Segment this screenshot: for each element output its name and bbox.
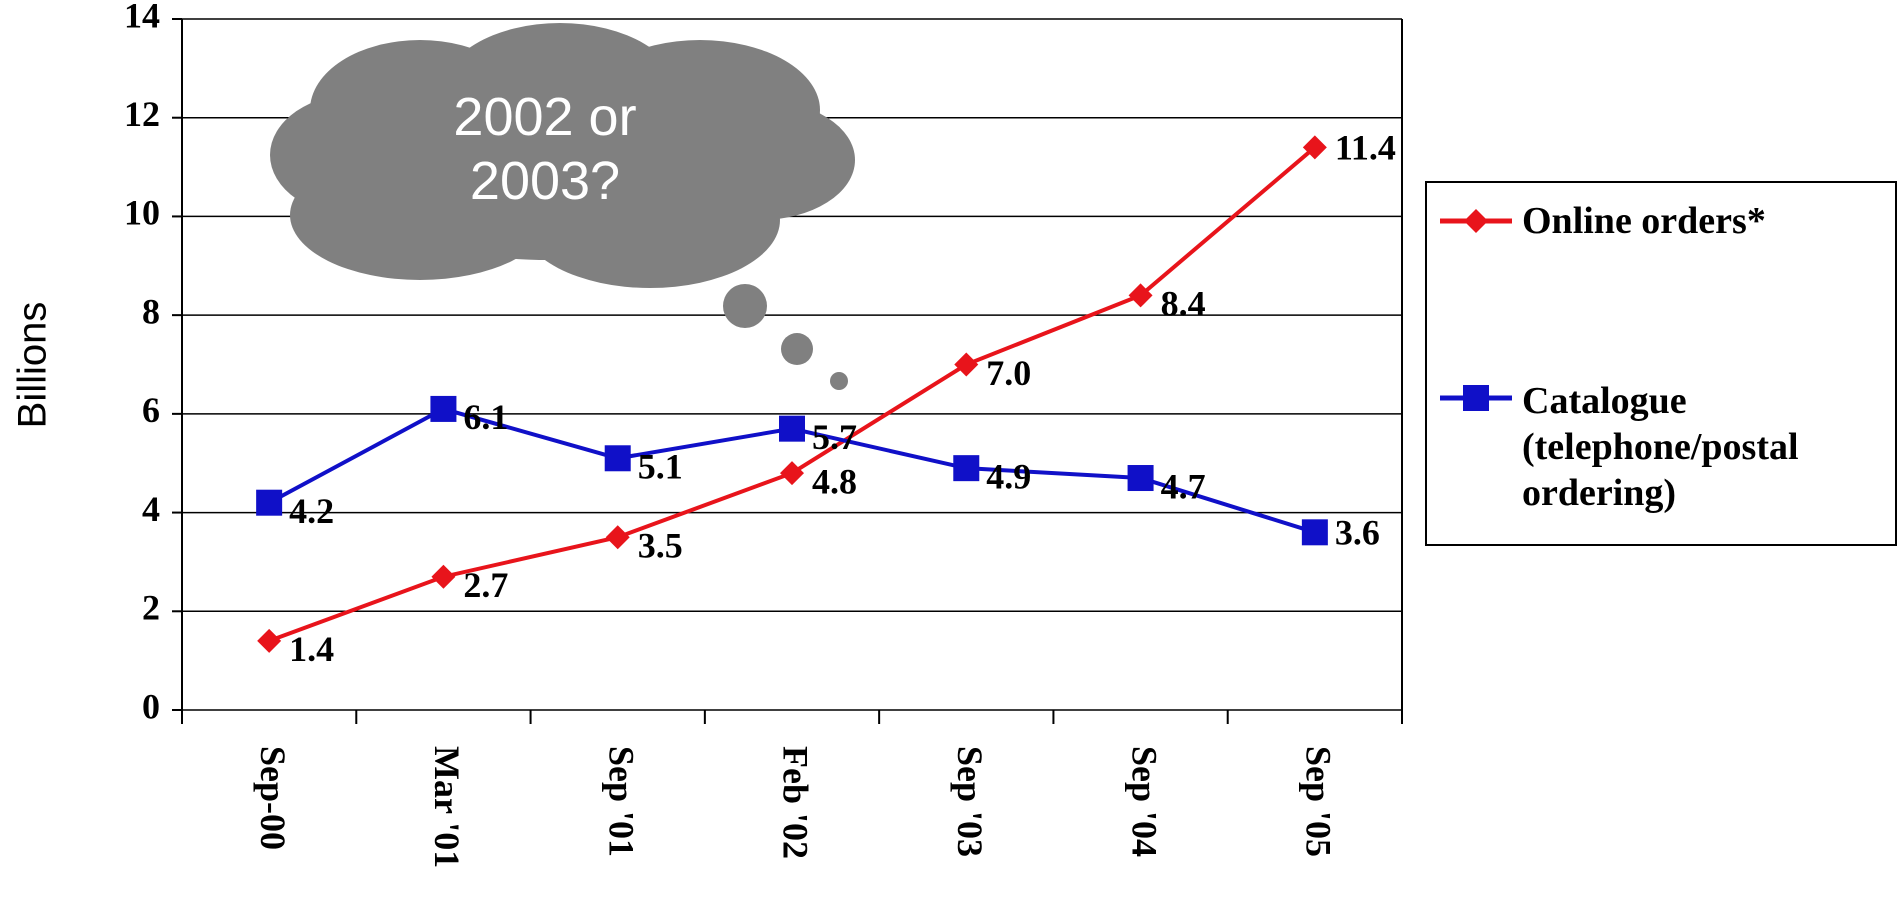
data-point <box>1127 465 1154 492</box>
legend-box <box>1425 181 1897 546</box>
y-tick-label: 10 <box>124 193 160 233</box>
data-label: 4.2 <box>289 491 334 531</box>
data-label: 2.7 <box>463 565 508 605</box>
data-point <box>431 564 456 589</box>
data-point <box>605 525 630 550</box>
data-point <box>953 455 980 482</box>
legend-marker <box>1464 209 1488 233</box>
y-tick-label: 8 <box>142 291 160 331</box>
data-label: 3.6 <box>1335 513 1380 553</box>
y-axis-label: Billions <box>11 302 55 429</box>
data-label: 6.1 <box>463 397 508 437</box>
data-point <box>779 415 805 442</box>
x-tick-label: Sep '03 <box>950 746 990 857</box>
data-label: 3.5 <box>638 526 683 566</box>
annotation: 2002 or 2003? <box>453 87 637 211</box>
y-tick-label: 2 <box>142 588 160 628</box>
data-label: 1.4 <box>289 629 334 669</box>
data-point <box>256 489 283 516</box>
y-tick-label: 12 <box>124 94 160 134</box>
x-tick-label: Sep '05 <box>1299 746 1339 857</box>
data-point <box>954 352 979 377</box>
data-label: 4.9 <box>986 456 1031 496</box>
x-tick-label: Sep '04 <box>1124 746 1164 857</box>
legend-marker <box>1463 385 1489 411</box>
y-tick-label: 4 <box>142 489 160 529</box>
x-tick-label: Mar '01 <box>427 746 467 868</box>
cloud <box>270 23 855 390</box>
data-point <box>780 461 804 486</box>
data-label: 8.4 <box>1161 284 1206 324</box>
data-label: 5.7 <box>812 417 857 457</box>
data-label: 4.7 <box>1161 466 1206 506</box>
data-label: 11.4 <box>1335 128 1396 168</box>
legend-label: Online orders* <box>1522 200 1766 242</box>
data-label: 7.0 <box>986 353 1031 393</box>
data-point <box>430 395 457 422</box>
data-point <box>1302 135 1327 160</box>
y-tick-label: 0 <box>142 686 160 726</box>
data-point <box>1301 519 1328 546</box>
x-tick-label: Sep '01 <box>601 746 641 857</box>
x-tick-label: Feb '02 <box>776 746 816 859</box>
data-point <box>257 628 282 653</box>
data-label: 5.1 <box>638 447 683 487</box>
legend-label: Catalogue (telephone/postal ordering) <box>1522 380 1799 514</box>
x-tick-label: Sep-00 <box>253 746 293 850</box>
y-tick-label: 6 <box>142 390 160 430</box>
data-point <box>604 445 631 472</box>
data-label: 4.8 <box>812 461 857 501</box>
y-tick-label: 14 <box>124 0 160 35</box>
data-point <box>1128 283 1153 308</box>
